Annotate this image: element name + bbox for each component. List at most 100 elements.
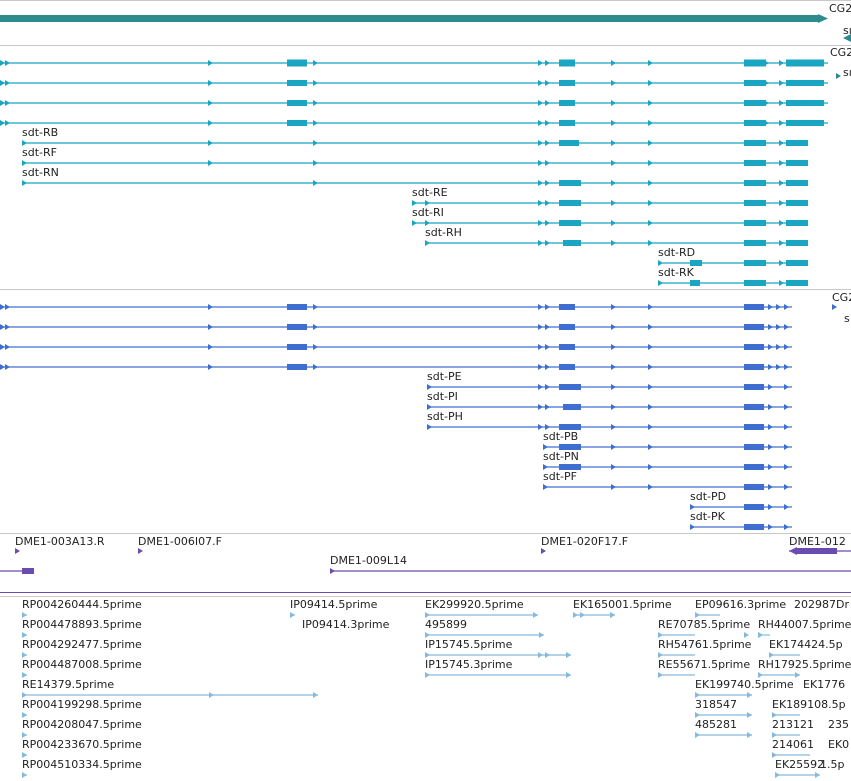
transcript-label[interactable]: sdt-RI [412, 206, 444, 219]
exon-block [287, 80, 307, 86]
exon-block [786, 180, 808, 186]
transcript-label[interactable]: sı [843, 66, 851, 79]
est-label[interactable]: EK0 [828, 738, 850, 751]
est-label[interactable]: RP004260444.5prime [22, 598, 142, 611]
est-label[interactable]: EK199740.5prime [695, 678, 794, 691]
est-label[interactable]: RH17925.5prime [758, 658, 851, 671]
est-label[interactable]: EK165001.5prime [573, 598, 672, 611]
polypeptide-label[interactable]: sdt-PH [427, 410, 463, 423]
est-label[interactable]: RP004292477.5prime [22, 638, 142, 651]
polypeptide-label[interactable]: sdt-PF [543, 470, 577, 483]
transcript-label[interactable]: sdt-RE [412, 186, 448, 199]
exon-block [786, 80, 808, 86]
est-label[interactable]: IP09414.3prime [302, 618, 390, 631]
strand-arrow [648, 140, 653, 146]
strand-arrow [695, 612, 700, 618]
clone-label[interactable]: DME1-006I07.F [138, 535, 222, 548]
est-label[interactable]: IP15745.3prime [425, 658, 513, 671]
strand-arrow [611, 200, 616, 206]
est-label[interactable]: RP004510334.5prime [22, 758, 142, 771]
est-label[interactable]: 235 [828, 718, 849, 731]
exon-block [287, 304, 307, 310]
strand-arrow [648, 80, 653, 86]
est-label[interactable]: 495899 [425, 618, 467, 631]
clone-track[interactable] [0, 547, 851, 574]
exon-block [744, 344, 764, 350]
strand-arrow [648, 200, 653, 206]
est-label[interactable]: IP15745.5prime [425, 638, 513, 651]
gene-track[interactable] [0, 14, 851, 42]
exon-block [559, 364, 575, 370]
strand-arrow [538, 324, 543, 330]
transcript-label[interactable]: sdt-RN [22, 166, 59, 179]
strand-arrow [0, 100, 5, 106]
est-label[interactable]: 318547 [695, 698, 737, 711]
strand-arrow [22, 672, 27, 678]
polypeptide-label[interactable]: CG2 [832, 291, 851, 304]
exon-block [744, 424, 764, 430]
est-label[interactable]: RE70785.5prime [658, 618, 751, 631]
strand-arrow [747, 692, 752, 698]
transcript-label[interactable]: sdt-RD [658, 246, 696, 259]
strand-arrow [545, 240, 550, 246]
est-label[interactable]: EP09616.3prime [695, 598, 787, 611]
gene-bar[interactable] [0, 15, 818, 22]
track-separators [0, 0, 851, 597]
strand-arrow [648, 324, 653, 330]
est-track[interactable] [22, 612, 820, 778]
exon-block [744, 304, 764, 310]
transcript-label[interactable]: sı [843, 24, 851, 37]
polypeptide-label[interactable]: sdt-PN [543, 450, 579, 463]
strand-arrow [648, 180, 653, 186]
exon-block [744, 140, 766, 146]
transcript-label[interactable]: sdt-RB [22, 126, 59, 139]
est-label[interactable]: 1.5p [820, 758, 845, 771]
strand-arrow [545, 180, 550, 186]
est-label[interactable]: EK1776 [803, 678, 846, 691]
transcript-label[interactable]: sdt-RK [658, 266, 694, 279]
est-label[interactable]: RP004208047.5prime [22, 718, 142, 731]
transcript-label[interactable]: sdt-RF [22, 146, 57, 159]
strand-arrow [545, 100, 550, 106]
est-label[interactable]: RE14379.5prime [22, 678, 115, 691]
strand-arrow [611, 424, 616, 430]
est-label[interactable]: EK25592 [775, 758, 825, 771]
gene-label[interactable]: CG2 [829, 2, 851, 15]
strand-arrow [545, 120, 550, 126]
polypeptide-label[interactable]: s [844, 312, 850, 325]
est-label[interactable]: RH54761.5prime [658, 638, 752, 651]
strand-arrow [538, 180, 543, 186]
clone-label[interactable]: DME1-009L14 [330, 554, 407, 567]
est-label[interactable]: RP004199298.5prime [22, 698, 142, 711]
est-label[interactable]: IP09414.5prime [290, 598, 378, 611]
clone-label[interactable]: DME1-003A13.R [15, 535, 105, 548]
est-label[interactable]: EK174424.5p [769, 638, 843, 651]
polypeptide-label[interactable]: sdt-PI [427, 390, 458, 403]
transcript-label[interactable]: CG2 [830, 46, 851, 59]
strand-arrow [611, 100, 616, 106]
clone-label[interactable]: DME1-012 [789, 535, 846, 548]
polypeptide-label[interactable]: sdt-PB [543, 430, 579, 443]
strand-arrow [784, 384, 789, 390]
est-label[interactable]: 214061 [772, 738, 814, 751]
polypeptide-track[interactable] [0, 304, 837, 530]
est-label[interactable]: RH44007.5prime [758, 618, 851, 631]
polypeptide-label[interactable]: sdt-PE [427, 370, 462, 383]
est-label[interactable]: RP004233670.5prime [22, 738, 142, 751]
transcript-label[interactable]: sdt-RH [425, 226, 462, 239]
est-label[interactable]: RP004478893.5prime [22, 618, 142, 631]
polypeptide-label[interactable]: sdt-PK [690, 510, 725, 523]
est-label[interactable]: RE55671.5prime [658, 658, 751, 671]
est-label[interactable]: 202987Dr [794, 598, 849, 611]
est-label[interactable]: 485281 [695, 718, 737, 731]
est-label[interactable]: EK299920.5prime [425, 598, 524, 611]
strand-arrow [208, 344, 213, 350]
est-label[interactable]: 213121 [772, 718, 814, 731]
transcript-track[interactable] [0, 59, 841, 287]
clone-label[interactable]: DME1-020F17.F [541, 535, 629, 548]
est-label[interactable]: RP004487008.5prime [22, 658, 142, 671]
polypeptide-label[interactable]: sdt-PD [690, 490, 727, 503]
est-label[interactable]: EK189108.5p [772, 698, 846, 711]
strand-arrow [611, 160, 616, 166]
exon-block [559, 444, 581, 450]
